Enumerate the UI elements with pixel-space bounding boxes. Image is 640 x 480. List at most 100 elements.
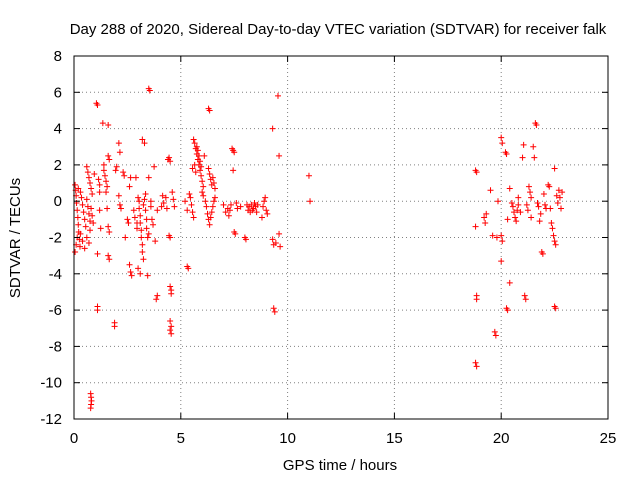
data-point [506,279,513,286]
data-point [144,272,151,279]
data-point [100,167,107,174]
data-point [159,192,166,199]
data-point [209,174,216,181]
data-point [79,238,86,245]
data-point [204,210,211,217]
data-point [307,198,314,205]
data-point [194,147,201,154]
data-point [482,219,489,226]
data-point [139,249,146,256]
data-point [125,219,132,226]
data-point [199,189,206,196]
data-point [94,307,101,314]
data-point [550,232,557,239]
data-point [135,265,142,272]
data-point [202,198,209,205]
data-point [210,180,217,187]
data-point [153,296,160,303]
plot-points [72,85,566,412]
data-point [147,203,154,210]
data-point [78,194,85,201]
data-point [261,198,268,205]
x-axis-label: GPS time / hours [283,457,397,474]
data-point [517,209,524,216]
data-point [548,219,555,226]
data-point [274,92,281,99]
data-point [519,154,526,161]
data-point [187,194,194,201]
data-point [528,214,535,221]
data-point [556,194,563,201]
data-point [126,261,133,268]
y-tick-label: -4 [49,266,62,283]
data-point [220,201,227,208]
data-point [128,272,135,279]
data-point [94,102,101,109]
data-point [77,230,84,237]
data-point [551,165,558,172]
data-point [473,169,480,176]
data-point [209,203,216,210]
data-point [87,218,94,225]
data-point [138,234,145,241]
data-point [269,236,276,243]
data-point [166,154,173,161]
data-point [75,221,82,228]
data-point [124,216,131,223]
data-point [210,198,217,205]
data-point [101,172,108,179]
chart-title: Day 288 of 2020, Sidereal Day-to-day VTE… [70,21,607,38]
data-point [515,194,522,201]
data-point [499,238,506,245]
data-point [197,158,204,165]
data-point [541,201,548,208]
data-point [74,207,81,214]
data-point [163,205,170,212]
data-point [473,363,480,370]
data-point [145,174,152,181]
data-point [191,161,198,168]
y-axis-label: SDTVAR / TECUs [7,178,24,298]
data-point [191,140,198,147]
data-point [136,205,143,212]
data-point [168,323,175,330]
data-point [131,214,138,221]
data-point [138,227,145,234]
data-point [190,214,197,221]
data-point [198,163,205,170]
data-point [148,216,155,223]
data-point [523,201,530,208]
data-point [130,207,137,214]
data-point [525,183,532,190]
data-point [260,203,267,210]
data-point [494,198,501,205]
data-point [253,209,260,216]
data-point [504,216,511,223]
data-point [530,143,537,150]
data-point [122,234,129,241]
data-point [81,216,88,223]
data-point [83,196,90,203]
data-point [227,201,234,208]
data-point [226,207,233,214]
data-point [144,234,151,241]
data-point [85,239,92,246]
data-point [185,265,192,272]
data-point [211,194,218,201]
data-point [105,152,112,159]
grid [74,56,608,419]
data-point [200,192,207,199]
data-point [141,140,148,147]
data-point [552,305,559,312]
data-point [88,205,95,212]
data-point [225,212,232,219]
data-point [189,165,196,172]
data-point [83,234,90,241]
data-point [167,317,174,324]
data-point [88,185,95,192]
data-point [184,207,191,214]
data-point [272,239,279,246]
y-tick-labels: -12 -10 -8 -6 -4 -2 0 2 4 6 8 [40,48,62,428]
data-point [203,203,210,210]
data-point [553,192,560,199]
